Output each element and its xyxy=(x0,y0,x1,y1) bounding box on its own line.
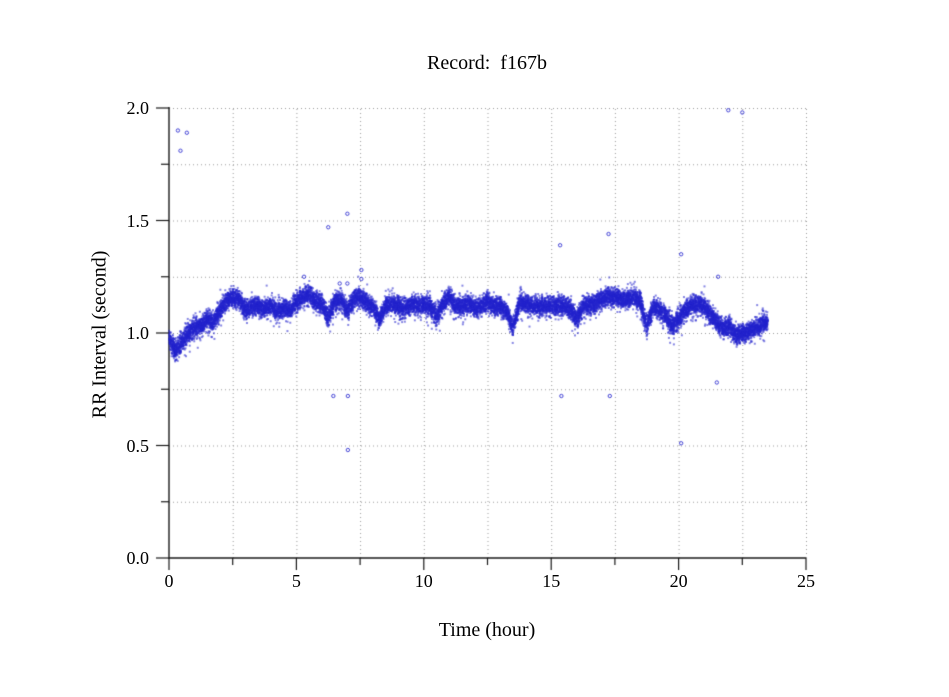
x-tick-label: 5 xyxy=(291,571,301,591)
x-tick-label: 10 xyxy=(414,571,433,591)
x-tick-label: 20 xyxy=(669,571,688,591)
y-tick-label: 1.5 xyxy=(126,210,150,231)
y-tick-label: 0.5 xyxy=(126,435,150,456)
y-tick-label: 1.0 xyxy=(126,323,150,343)
y-tick-label: 0.0 xyxy=(126,548,150,568)
x-tick-label: 15 xyxy=(542,571,561,591)
x-tick-label: 0 xyxy=(164,571,174,591)
y-tick-label: 2.0 xyxy=(126,98,150,118)
x-tick-label: 25 xyxy=(797,571,815,591)
